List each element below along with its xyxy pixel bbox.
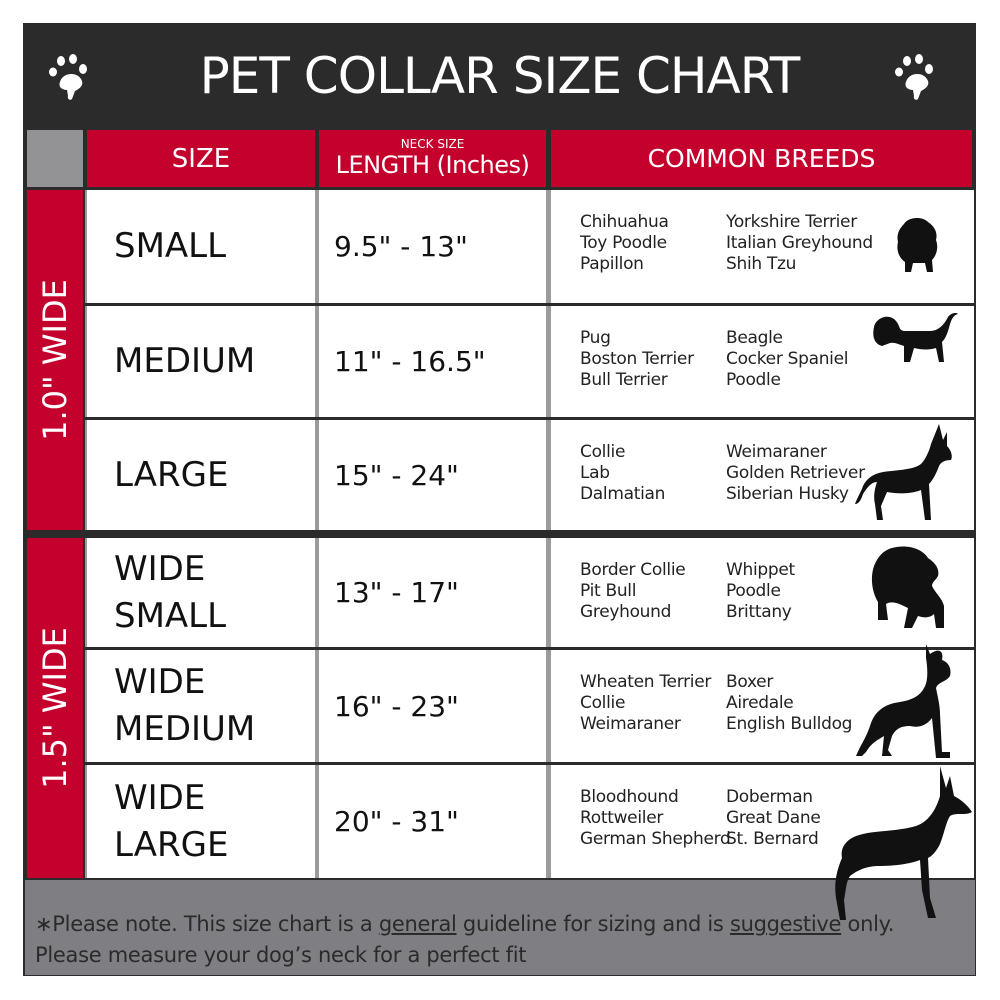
breed-name: Brittany xyxy=(726,602,792,622)
size-label: LARGE xyxy=(114,454,229,495)
note-emphasis: suggestive xyxy=(729,912,842,936)
size-cell: WIDE LARGE xyxy=(87,765,315,878)
size-label: WIDE xyxy=(114,548,206,589)
breed-name: Weimaraner xyxy=(580,714,681,734)
breed-name: Border Collie xyxy=(580,560,686,580)
group-label-text: 1.5" WIDE xyxy=(36,627,74,789)
footer-note-line1: ∗Please note. This size chart is a gener… xyxy=(35,912,894,936)
breed-name: Toy Poodle xyxy=(580,233,667,253)
breed-name: Doberman xyxy=(726,787,813,807)
breed-name: Poodle xyxy=(726,581,781,601)
length-cell: 16" - 23" xyxy=(319,650,546,762)
breed-name: Italian Greyhound xyxy=(726,233,873,253)
breed-name: Lab xyxy=(580,463,610,483)
length-cell: 13" - 17" xyxy=(319,538,546,647)
size-cell: WIDE SMALL xyxy=(87,538,315,647)
breed-name: Papillon xyxy=(580,254,644,274)
breeds-list-b: Weimaraner Golden Retriever Siberian Husky xyxy=(726,442,865,505)
breed-name: St. Bernard xyxy=(726,829,819,849)
length-cell: 20" - 31" xyxy=(319,765,546,878)
breed-name: Shih Tzu xyxy=(726,254,797,274)
breed-name: Pug xyxy=(580,328,611,348)
breed-name: Great Dane xyxy=(726,808,821,828)
breed-name: Yorkshire Terrier xyxy=(726,212,857,232)
paw-print-icon xyxy=(49,54,87,100)
breed-name: Collie xyxy=(580,693,626,713)
footer xyxy=(25,880,975,975)
breeds-list-b: Beagle Cocker Spaniel Poodle xyxy=(726,328,849,391)
breed-name: Boston Terrier xyxy=(580,349,694,369)
header-corner xyxy=(27,130,83,187)
breed-name: Boxer xyxy=(726,672,774,692)
note-emphasis: general xyxy=(378,912,457,936)
breeds-list-a: Bloodhound Rottweiler German Shepherd xyxy=(580,787,731,850)
breed-name: Greyhound xyxy=(580,602,672,622)
breed-name: Collie xyxy=(580,442,626,462)
breed-name: Bloodhound xyxy=(580,787,679,807)
group-label-2: 1.5" WIDE xyxy=(27,538,83,878)
note-text: guideline for sizing and is xyxy=(456,912,730,936)
breeds-list-a: Border Collie Pit Bull Greyhound xyxy=(580,560,686,623)
breeds-list-a: Pug Boston Terrier Bull Terrier xyxy=(580,328,694,391)
size-label: LARGE xyxy=(114,824,229,865)
large-dog-silhouette-icon xyxy=(855,424,955,528)
size-label: SMALL xyxy=(114,595,227,636)
doberman-silhouette-icon xyxy=(810,766,975,930)
note-text: ∗Please note. This size chart is a xyxy=(35,912,379,936)
breed-name: Beagle xyxy=(726,328,783,348)
size-label: MEDIUM xyxy=(114,341,256,381)
breed-name: Chihuahua xyxy=(580,212,669,232)
size-cell: LARGE xyxy=(87,420,315,530)
breed-name: Poodle xyxy=(726,370,781,390)
size-cell: MEDIUM xyxy=(87,306,315,417)
breeds-list-a: Wheaten Terrier Collie Weimaraner xyxy=(580,672,711,735)
breed-name: German Shepherd xyxy=(580,829,731,849)
breed-name: Pit Bull xyxy=(580,581,637,601)
header-breeds: COMMON BREEDS xyxy=(551,130,972,187)
breeds-list-a: Chihuahua Toy Poodle Papillon xyxy=(580,212,669,275)
breeds-list-a: Collie Lab Dalmatian xyxy=(580,442,665,505)
header-length-label: LENGTH (Inches) xyxy=(335,151,530,179)
breed-name: Siberian Husky xyxy=(726,484,849,504)
breed-name: Airedale xyxy=(726,693,794,713)
header-neck-size-label: NECK SIZE xyxy=(400,137,465,151)
size-label: MEDIUM xyxy=(114,709,256,749)
breed-name: Golden Retriever xyxy=(726,463,865,483)
length-cell: 9.5" - 13" xyxy=(319,190,546,303)
header-size: SIZE xyxy=(87,130,315,187)
breed-name: English Bulldog xyxy=(726,714,853,734)
note-text: only. xyxy=(841,912,895,936)
page-title: PET COLLAR SIZE CHART xyxy=(199,46,801,105)
length-cell: 15" - 24" xyxy=(319,420,546,530)
breed-name: Dalmatian xyxy=(580,484,666,504)
length-cell: 11" - 16.5" xyxy=(319,306,546,417)
breed-name: Wheaten Terrier xyxy=(580,672,712,692)
header-length: NECK SIZE LENGTH (Inches) xyxy=(319,130,546,187)
size-cell: WIDE MEDIUM xyxy=(87,650,315,762)
header-breeds-label: COMMON BREEDS xyxy=(647,144,876,173)
header-size-label: SIZE xyxy=(171,143,231,174)
footer-note-line2: Please measure your dog’s neck for a per… xyxy=(35,943,527,967)
paw-print-icon xyxy=(895,54,933,100)
breeds-list-b: Yorkshire Terrier Italian Greyhound Shih T… xyxy=(726,212,873,275)
breed-name: Rottweiler xyxy=(580,808,664,828)
group-label-text: 1.0" WIDE xyxy=(36,279,74,441)
breeds-list-b: Whippet Poodle Brittany xyxy=(726,560,795,623)
size-label: WIDE xyxy=(114,777,206,818)
breeds-list-b: Boxer Airedale English Bulldog xyxy=(726,672,852,735)
small-dog-silhouette-icon xyxy=(890,216,942,278)
breeds-cell xyxy=(551,306,974,417)
breeds-list-b: Doberman Great Dane St. Bernard xyxy=(726,787,821,850)
breed-name: Bull Terrier xyxy=(580,370,668,390)
group-label-1: 1.0" WIDE xyxy=(27,190,83,530)
pitbull-silhouette-icon xyxy=(856,644,956,766)
breed-name: Weimaraner xyxy=(726,442,827,462)
breed-name: Cocker Spaniel xyxy=(726,349,849,369)
size-cell: SMALL xyxy=(87,190,315,303)
medium-dog-silhouette-icon xyxy=(870,313,960,383)
bulldog-silhouette-icon xyxy=(870,546,950,636)
size-label: SMALL xyxy=(114,226,227,266)
size-label: WIDE xyxy=(114,662,206,702)
breed-name: Whippet xyxy=(726,560,795,580)
